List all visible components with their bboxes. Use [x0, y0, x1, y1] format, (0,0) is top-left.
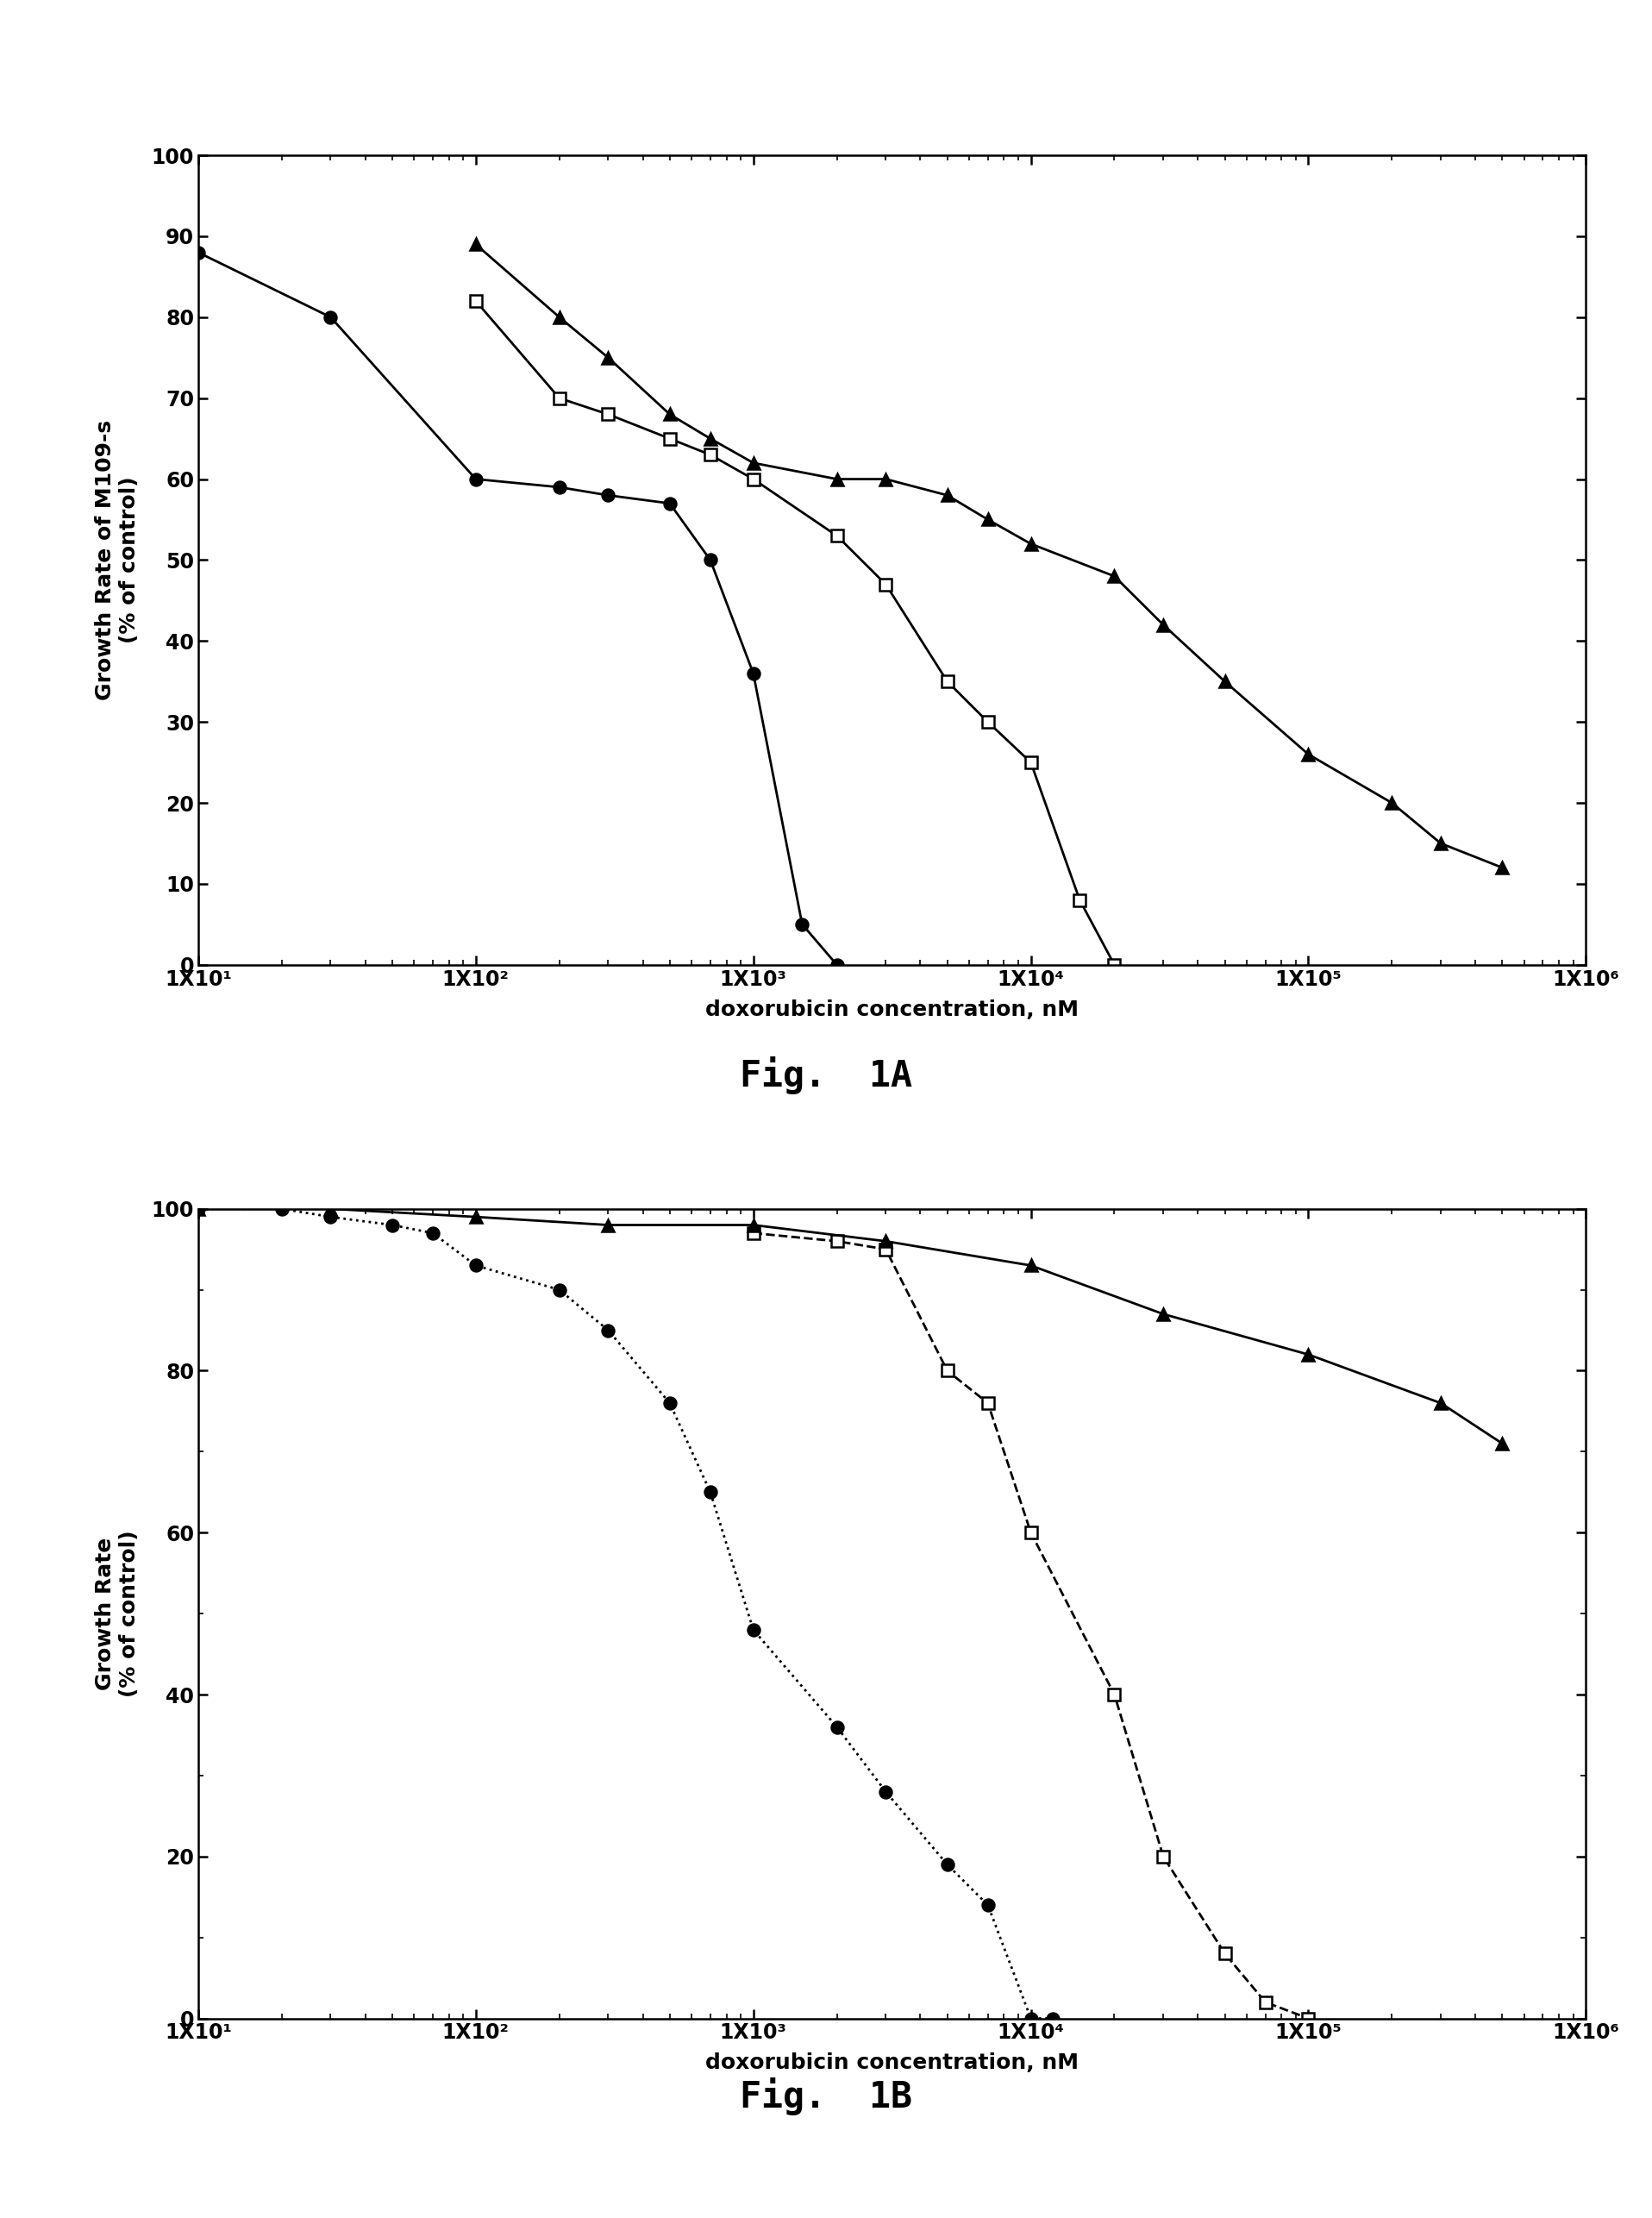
X-axis label: doxorubicin concentration, nM: doxorubicin concentration, nM	[705, 2054, 1079, 2074]
Y-axis label: Growth Rate of M109-s
(% of control): Growth Rate of M109-s (% of control)	[94, 419, 139, 701]
Text: Fig.  1B: Fig. 1B	[740, 2076, 912, 2116]
Y-axis label: Growth Rate
(% of control): Growth Rate (% of control)	[94, 1530, 139, 1697]
X-axis label: doxorubicin concentration, nM: doxorubicin concentration, nM	[705, 1000, 1079, 1020]
Text: Fig.  1A: Fig. 1A	[740, 1056, 912, 1096]
